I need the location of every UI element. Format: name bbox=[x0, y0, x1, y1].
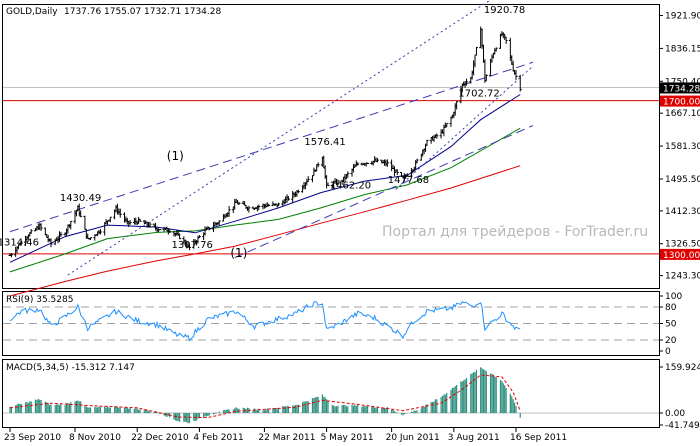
macd-layer: 159.924 0.00 -41.749 bbox=[3, 363, 700, 431]
time-tick-label: 20 Jun 2011 bbox=[386, 433, 440, 443]
ma-slow-line bbox=[9, 165, 521, 297]
time-tick-label: 16 Sep 2011 bbox=[510, 433, 567, 443]
trendline bbox=[9, 61, 534, 233]
trendlines bbox=[9, 0, 534, 276]
price-annotation: 1314.46 bbox=[0, 237, 39, 248]
ma-fast-line bbox=[9, 94, 521, 263]
macd-pane bbox=[2, 359, 660, 428]
rsi-tick-label: 80 bbox=[665, 303, 677, 313]
ohlc-close: 1734.28 bbox=[184, 7, 221, 17]
trendline bbox=[395, 65, 534, 190]
price-tick-label: 1750.40 bbox=[665, 77, 700, 87]
price-axis: 1700.00 1300.00 1734.28 1921.90 1836.15 1750.… bbox=[659, 12, 700, 282]
wave-label: (1) bbox=[167, 149, 184, 163]
price-annotations: 1920.78 1702.72 1576.41 1462.20 1477.68 1430.… bbox=[0, 5, 525, 260]
price-tick-label: 1495.50 bbox=[665, 175, 700, 185]
time-tick-label: 4 Feb 2011 bbox=[193, 433, 243, 443]
price-layer bbox=[3, 86, 659, 255]
price-annotation: 1307.76 bbox=[172, 240, 213, 251]
price-annotation: 1430.49 bbox=[60, 193, 101, 204]
price-tick-label: 1243.30 bbox=[665, 272, 700, 282]
rsi-tick-label: 50 bbox=[665, 320, 677, 330]
level-price-label: 1300.00 bbox=[663, 251, 700, 261]
level-price-box bbox=[660, 95, 700, 107]
watermark-text: Портал для трейдеров - ForTrader.ru bbox=[382, 224, 648, 240]
time-axis: 23 Sep 2010 8 Nov 2010 22 Dec 2010 4 Feb 20… bbox=[4, 428, 567, 443]
ma-medium-line bbox=[9, 127, 521, 273]
ohlc-low: 1732.71 bbox=[144, 7, 181, 17]
time-tick-label: 3 Aug 2011 bbox=[448, 433, 500, 443]
price-series bbox=[8, 26, 522, 258]
rsi-line bbox=[9, 300, 521, 342]
time-tick-label: 8 Nov 2010 bbox=[69, 433, 121, 443]
wave-label: (1) bbox=[230, 246, 247, 260]
macd-tick-label: -41.749 bbox=[665, 421, 700, 431]
price-tick-label: 1921.90 bbox=[665, 12, 700, 22]
price-tick-label: 1836.15 bbox=[665, 44, 700, 54]
price-annotation: 1462.20 bbox=[330, 181, 371, 192]
rsi-tick-label: 20 bbox=[665, 336, 677, 346]
price-annotation: 1477.68 bbox=[388, 175, 429, 186]
price-annotation: 1920.78 bbox=[484, 5, 525, 16]
macd-signal-line bbox=[9, 374, 521, 419]
rsi-label: RSI(9) 35.5285 bbox=[6, 295, 73, 305]
symbol-label: GOLD,Daily bbox=[6, 7, 58, 17]
current-price-box bbox=[660, 82, 700, 94]
time-tick-label: 23 Sep 2010 bbox=[4, 433, 61, 443]
time-tick-label: 5 May 2011 bbox=[321, 433, 374, 443]
price-annotation: 1576.41 bbox=[304, 137, 345, 148]
ohlc-open: 1737.76 bbox=[64, 7, 101, 17]
level-price-box bbox=[660, 248, 700, 260]
current-price-label: 1734.28 bbox=[663, 84, 700, 94]
time-tick-label: 22 Dec 2010 bbox=[131, 433, 189, 443]
rsi-tick-label: 0 bbox=[665, 347, 671, 357]
macd-label: MACD(5,34,5) -15.312 7.147 bbox=[6, 363, 135, 373]
ohlc-high: 1755.07 bbox=[104, 7, 141, 17]
price-tick-label: 1667.10 bbox=[665, 109, 700, 119]
price-annotation: 1702.72 bbox=[458, 89, 499, 100]
price-tick-label: 1581.30 bbox=[665, 142, 700, 152]
moving-averages bbox=[9, 94, 521, 297]
rsi-tick-label: 100 bbox=[665, 292, 682, 302]
price-pane bbox=[2, 4, 660, 289]
price-tick-label: 1412.30 bbox=[665, 207, 700, 217]
level-price-label: 1700.00 bbox=[663, 98, 700, 108]
macd-tick-label: 159.924 bbox=[665, 363, 700, 373]
price-tick-label: 1326.50 bbox=[665, 240, 700, 250]
macd-tick-label: 0.00 bbox=[665, 409, 685, 419]
trendline bbox=[234, 125, 534, 259]
time-tick-label: 22 Mar 2011 bbox=[258, 433, 315, 443]
